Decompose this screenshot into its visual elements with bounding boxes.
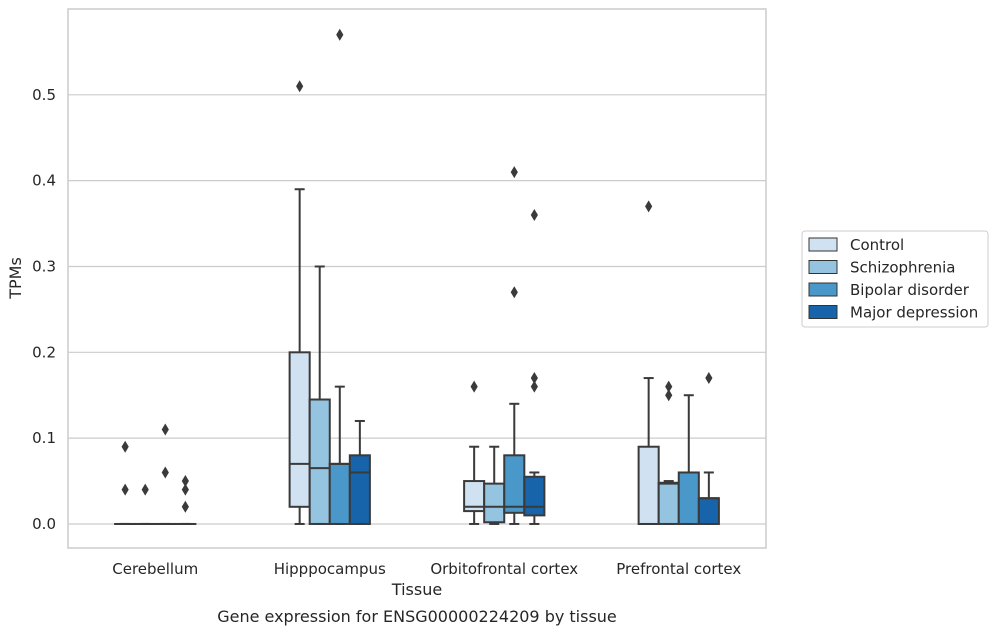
outlier-point (510, 166, 518, 179)
y-tick-label: 0.0 (32, 515, 56, 533)
x-tick-label: Prefrontal cortex (616, 560, 741, 578)
box (677, 471, 700, 525)
outlier-point (141, 483, 149, 496)
y-tick-labels: 0.0 0.1 0.2 0.3 0.4 0.5 (32, 86, 56, 533)
outlier-point (470, 380, 478, 393)
series-group (154, 28, 700, 525)
outlier-point (296, 80, 304, 93)
legend-swatch (808, 237, 838, 252)
box (288, 351, 311, 508)
x-tick-label: Hipppocampus (274, 560, 386, 578)
figure-caption: Gene expression for ENSG00000224209 by t… (217, 607, 617, 626)
box (308, 398, 331, 525)
outlier-point (336, 28, 344, 41)
outlier-point (510, 286, 518, 299)
plot-frame (67, 8, 767, 549)
outlier-point (645, 200, 653, 213)
legend: Control Schizophrenia Bipolar disorder Majo… (801, 230, 989, 328)
outlier-point (121, 440, 129, 453)
x-tick-labels: Cerebellum Hipppocampus Orbitofrontal cort… (112, 560, 741, 578)
outlier-point (665, 380, 673, 393)
x-tick-label: Orbitofrontal cortex (430, 560, 578, 578)
y-tick-label: 0.4 (32, 172, 56, 190)
outlier-point (161, 466, 169, 479)
box (328, 462, 351, 525)
outlier-point (161, 423, 169, 436)
legend-swatch (808, 305, 838, 319)
box (348, 454, 371, 525)
legend-swatch (808, 260, 838, 274)
box-series (114, 28, 720, 525)
legend-label: Control (850, 236, 904, 254)
series-group (114, 80, 660, 525)
outlier-point (665, 389, 673, 402)
series-group (134, 265, 680, 525)
y-tick-label: 0.1 (32, 429, 56, 447)
x-tick-label: Cerebellum (112, 560, 198, 578)
outlier-point (705, 372, 713, 385)
outlier-point (530, 372, 538, 385)
box (483, 482, 506, 524)
legend-label: Bipolar disorder (850, 281, 970, 299)
y-tick-label: 0.2 (32, 343, 56, 361)
legend-label: Major depression (850, 304, 978, 322)
outlier-point (530, 380, 538, 393)
outlier-point (181, 483, 189, 496)
box (523, 475, 546, 517)
box (503, 454, 526, 514)
legend-swatch (808, 282, 838, 297)
box (697, 497, 720, 525)
legend-label: Schizophrenia (850, 259, 955, 277)
outlier-point (181, 475, 189, 488)
y-tick-label: 0.3 (32, 257, 56, 275)
outlier-point (121, 483, 129, 496)
y-tick-label: 0.5 (32, 86, 56, 104)
outlier-point (530, 208, 538, 221)
y-axis-label: TPMs (6, 257, 25, 300)
x-axis-label: Tissue (391, 580, 442, 599)
box (637, 445, 660, 525)
y-gridlines (68, 94, 766, 525)
legend-frame (801, 230, 989, 328)
box (657, 481, 680, 525)
series-group (174, 208, 720, 525)
outlier-point (181, 500, 189, 513)
